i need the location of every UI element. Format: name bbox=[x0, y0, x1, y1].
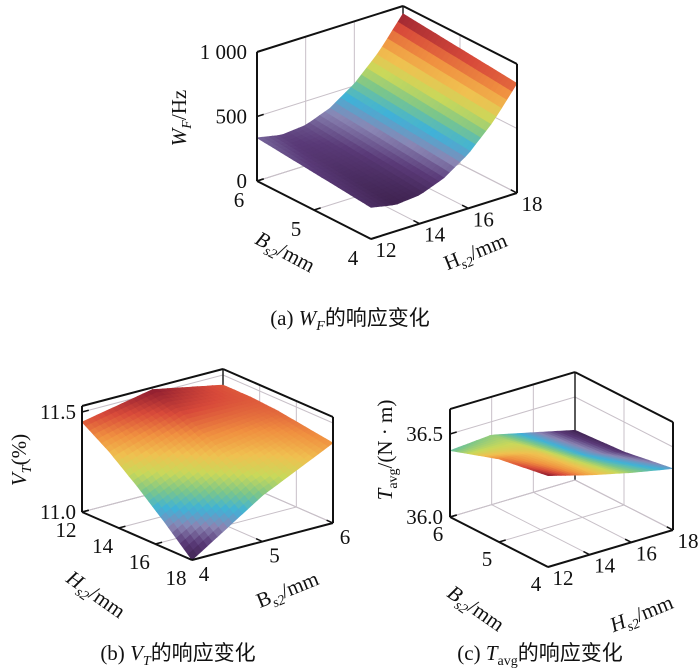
floor-back-edge bbox=[449, 479, 576, 518]
z-tick-mark bbox=[449, 431, 457, 435]
panel-a-wf-surface: 0 500 1 000 12 14 16 18 6 5 4 bbox=[200, 5, 543, 270]
h-tick-mark bbox=[81, 509, 89, 513]
caption-c: (c) Tavg的响应变化 bbox=[457, 641, 622, 669]
box-top-edge bbox=[81, 368, 224, 407]
z-tick-mark bbox=[256, 49, 264, 53]
h-tick-mark bbox=[413, 219, 421, 225]
h-axis-label-b: Hs2/mm bbox=[59, 565, 130, 626]
h-tick-label: 12 bbox=[553, 566, 574, 590]
z-tick-label: 11.5 bbox=[40, 400, 76, 424]
z-tick-label: 36.5 bbox=[406, 422, 443, 446]
surface-patch bbox=[365, 203, 378, 208]
z-tick-mark bbox=[81, 409, 89, 413]
b-tick-mark bbox=[313, 207, 321, 211]
h-tick-mark bbox=[191, 557, 199, 561]
b-tick-mark bbox=[498, 539, 506, 543]
h-tick-label: 16 bbox=[129, 550, 150, 574]
h-tick-label: 12 bbox=[376, 238, 397, 262]
h-tick-mark bbox=[541, 563, 549, 568]
floor-back-edge bbox=[574, 479, 674, 531]
h-tick-mark bbox=[155, 541, 163, 545]
h-tick-mark bbox=[461, 204, 469, 210]
gridline bbox=[449, 396, 576, 435]
h-tick-label: 16 bbox=[636, 541, 657, 565]
z-axis-label-c: Tavg/(N · m) bbox=[373, 400, 401, 501]
h-tick-mark bbox=[364, 235, 372, 240]
b-axis-label-b: Bs2/mm bbox=[253, 566, 324, 616]
b-tick-mark bbox=[185, 556, 193, 561]
b-tick-label: 5 bbox=[291, 217, 302, 241]
b-tick-mark bbox=[255, 538, 263, 543]
b-axis-label-c: Bs2/mm bbox=[441, 580, 509, 640]
box-top-edge bbox=[449, 371, 576, 411]
b-tick-label: 6 bbox=[234, 188, 245, 212]
h-tick-label: 18 bbox=[678, 529, 699, 553]
h-tick-label: 14 bbox=[424, 223, 446, 247]
caption-a: (a) WF的响应变化 bbox=[270, 306, 430, 334]
z-tick-mark bbox=[256, 113, 264, 118]
b-tick-label: 4 bbox=[199, 562, 210, 586]
panel-c-tavg-surface: 36.0 36.5 12 14 16 18 6 5 4 bbox=[406, 371, 699, 596]
z-tick-label: 11.0 bbox=[40, 500, 76, 524]
surface-patch bbox=[544, 474, 553, 477]
box-top-edge bbox=[402, 5, 518, 65]
h-tick-mark bbox=[510, 189, 518, 194]
b-tick-label: 4 bbox=[531, 572, 542, 596]
floor-front-edge bbox=[370, 192, 518, 240]
h-tick-label: 16 bbox=[473, 207, 494, 231]
b-tick-mark bbox=[547, 564, 555, 568]
gridline bbox=[222, 374, 334, 424]
box-top-edge bbox=[222, 368, 334, 418]
h-tick-label: 14 bbox=[92, 534, 114, 558]
gridline bbox=[498, 504, 625, 543]
b-tick-label: 4 bbox=[348, 246, 359, 270]
floor-front-edge bbox=[81, 511, 193, 561]
h-tick-mark bbox=[624, 538, 632, 544]
b-tick-mark bbox=[256, 178, 264, 182]
b-tick-label: 6 bbox=[433, 522, 444, 546]
z-tick-label: 36.0 bbox=[406, 505, 443, 529]
h-tick-mark bbox=[583, 550, 591, 556]
h-tick-mark bbox=[118, 525, 126, 529]
z-axis-label-a: WF/Hz bbox=[167, 90, 195, 146]
z-tick-label: 500 bbox=[216, 105, 248, 129]
h-axis-label-c: Hs2/mm bbox=[605, 590, 678, 641]
h-tick-label: 12 bbox=[56, 518, 77, 542]
surface-patch bbox=[187, 549, 198, 561]
h-tick-mark bbox=[666, 526, 674, 531]
box-top-edge bbox=[256, 5, 404, 53]
caption-b: (b) VT的响应变化 bbox=[100, 641, 255, 669]
h-tick-label: 18 bbox=[522, 192, 543, 216]
h-tick-label: 18 bbox=[166, 566, 187, 590]
z-tick-label: 0 bbox=[237, 169, 248, 193]
panel-b-vt-surface: 11.0 11.5 12 14 16 18 4 5 6 bbox=[40, 368, 351, 590]
z-axis-label-b: VT(%) bbox=[7, 434, 35, 486]
box-top-edge bbox=[574, 371, 674, 423]
h-axis-label-a: Hs2/mm bbox=[440, 228, 512, 279]
b-tick-label: 6 bbox=[340, 525, 351, 549]
h-tick-label: 14 bbox=[594, 554, 616, 578]
floor-front-edge bbox=[547, 529, 674, 568]
b-tick-label: 5 bbox=[269, 544, 280, 568]
b-tick-mark bbox=[326, 519, 334, 524]
b-tick-mark bbox=[370, 236, 378, 240]
b-tick-label: 5 bbox=[482, 547, 493, 571]
b-axis-label-a: Bs2/mm bbox=[250, 226, 319, 281]
b-tick-mark bbox=[449, 514, 457, 518]
z-tick-label: 1 000 bbox=[200, 40, 247, 64]
